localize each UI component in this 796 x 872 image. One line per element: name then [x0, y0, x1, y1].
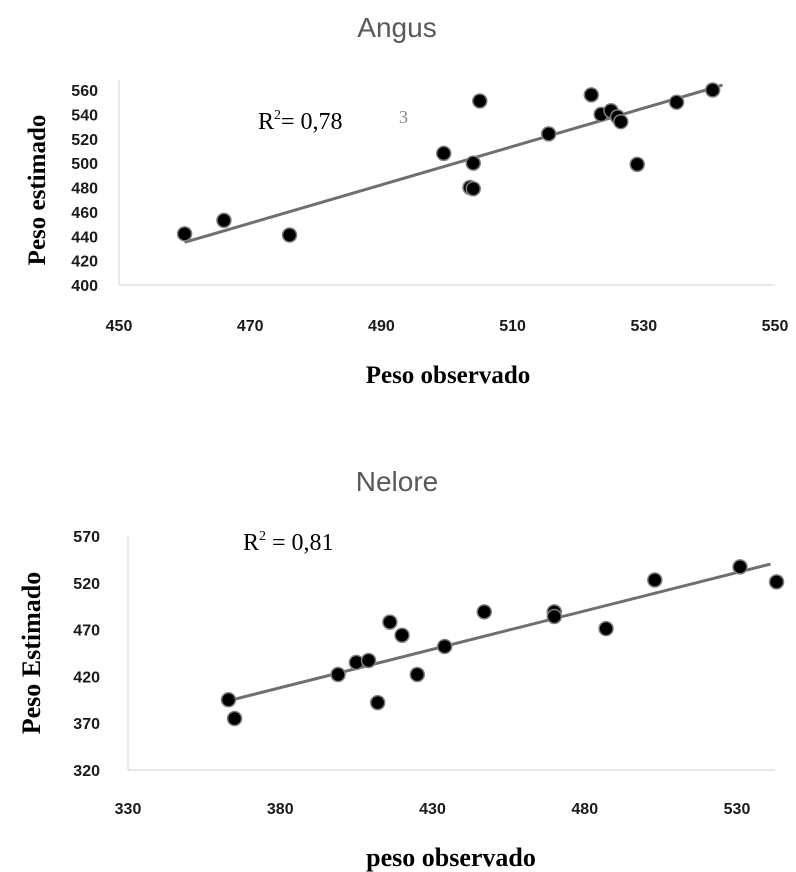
trendline: [184, 83, 723, 244]
r-squared-value: = 0,78: [281, 109, 343, 135]
y-axis-label: Peso Estimado: [17, 572, 46, 735]
y-tick-label: 500: [71, 156, 98, 173]
r-squared-superscript: 2: [259, 529, 266, 544]
y-tick-label: 520: [71, 132, 98, 149]
trendline: [228, 562, 771, 703]
y-tick-labels: 400 420 440 460 480 500 520 540 560: [71, 83, 98, 295]
x-tick-label: 380: [267, 801, 294, 818]
data-point: [226, 710, 243, 727]
y-tick-label: 560: [71, 83, 98, 100]
data-point: [598, 620, 614, 637]
data-point: [176, 226, 193, 242]
chart-title: Angus: [357, 12, 436, 43]
x-tick-label: 470: [237, 318, 264, 335]
y-tick-label: 540: [71, 107, 98, 124]
r-squared-annotation: R2= 0,78: [258, 108, 343, 135]
data-point: [540, 126, 557, 142]
x-axis-label: peso observado: [366, 843, 536, 872]
data-point: [629, 156, 645, 173]
y-tick-labels: 320 370 420 470 520 570: [73, 529, 100, 780]
x-tick-label: 430: [419, 801, 446, 818]
data-point: [394, 627, 410, 643]
y-tick-label: 570: [73, 529, 100, 546]
data-point: [382, 614, 398, 630]
y-tick-label: 440: [71, 229, 98, 246]
data-point: [546, 608, 563, 625]
r-squared-value: = 0,81: [266, 530, 334, 556]
x-tick-labels: 330 380 430 480 530: [115, 801, 751, 818]
y-tick-label: 520: [73, 576, 100, 593]
x-tick-labels: 450 470 490 510 530 550: [106, 318, 789, 335]
x-tick-label: 530: [724, 801, 751, 818]
data-point: [647, 572, 663, 588]
chart-angus: Angus 400 420 440 460 480 500 520 540 560 450 470…: [24, 12, 788, 389]
x-tick-label: 550: [762, 318, 789, 335]
data-points: [176, 82, 721, 243]
data-point: [465, 180, 481, 197]
data-point: [768, 574, 785, 590]
y-tick-label: 420: [73, 669, 100, 686]
data-point: [220, 692, 237, 708]
x-tick-label: 480: [571, 801, 598, 818]
data-point: [472, 93, 488, 109]
r-squared-base: R: [258, 109, 274, 135]
x-tick-label: 490: [368, 318, 395, 335]
y-tick-label: 320: [73, 763, 100, 780]
y-tick-label: 460: [71, 205, 98, 222]
r-squared-superscript: 2: [274, 108, 281, 123]
data-point: [369, 694, 386, 711]
x-tick-label: 330: [115, 801, 142, 818]
data-point: [668, 94, 685, 110]
y-tick-label: 370: [73, 716, 100, 733]
data-point: [435, 145, 452, 162]
data-point: [465, 155, 481, 171]
data-point: [281, 227, 298, 243]
data-point: [732, 559, 748, 575]
chart-title: Nelore: [356, 466, 438, 497]
stray-glyph: 3: [399, 107, 408, 127]
data-points: [220, 559, 785, 727]
x-axis-label: Peso observado: [366, 362, 531, 389]
y-tick-label: 420: [71, 254, 98, 271]
r-squared-base: R: [243, 530, 259, 556]
y-tick-label: 480: [71, 181, 98, 198]
chart-nelore: Nelore 320 370 420 470 520 570 330 380 430 480 53…: [17, 466, 785, 872]
data-point: [613, 113, 629, 130]
data-point: [436, 638, 453, 655]
data-point: [216, 212, 232, 229]
y-tick-label: 400: [71, 278, 98, 295]
data-point: [704, 82, 721, 98]
data-point: [476, 604, 493, 620]
data-point: [583, 87, 600, 103]
y-tick-label: 470: [73, 623, 100, 640]
r-squared-annotation: R2 = 0,81: [243, 529, 334, 556]
data-point: [330, 666, 346, 683]
x-tick-label: 510: [499, 318, 526, 335]
y-axis-label: Peso estimado: [24, 115, 51, 266]
data-point: [360, 652, 377, 669]
x-tick-label: 530: [630, 318, 657, 335]
data-point: [409, 666, 426, 683]
x-tick-label: 450: [106, 318, 133, 335]
